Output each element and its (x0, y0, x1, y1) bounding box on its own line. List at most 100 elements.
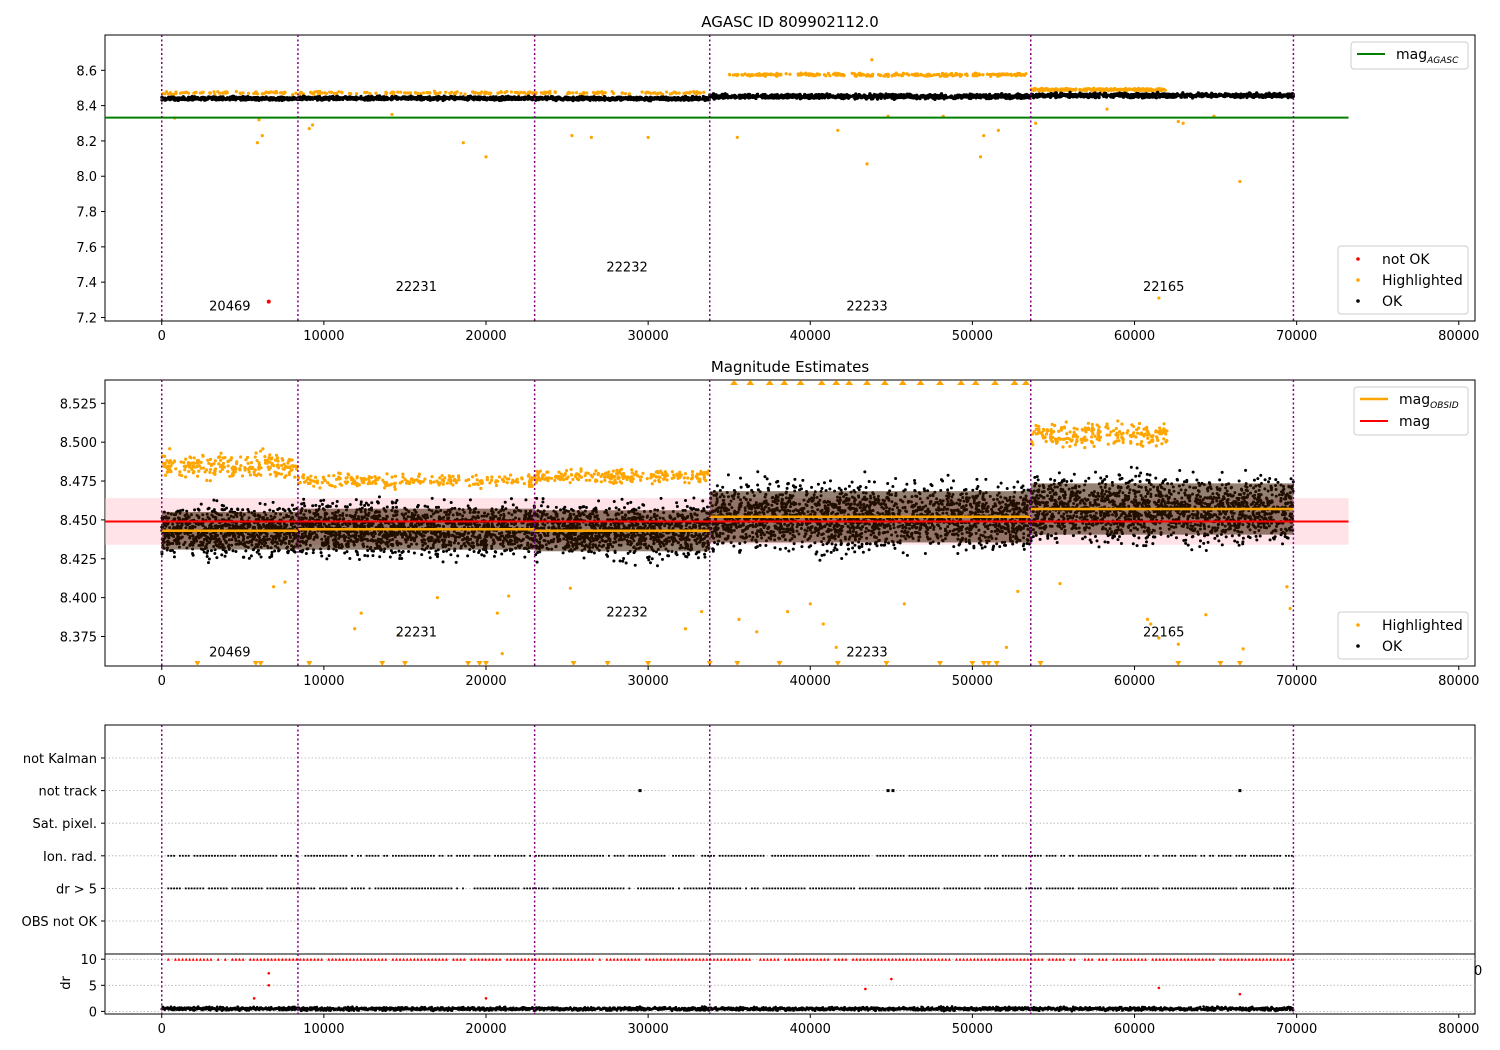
highlighted-point (377, 476, 381, 480)
highlighted-point (258, 449, 263, 453)
highlighted-point (490, 475, 494, 479)
highlighted-point (301, 476, 306, 480)
highlighted-point (208, 457, 213, 461)
highlighted-point (274, 90, 279, 95)
highlighted-point (682, 476, 686, 480)
ok-point (1195, 93, 1199, 97)
ok-point (733, 95, 737, 99)
ok-point (1056, 95, 1060, 99)
highlighted-point (186, 461, 190, 465)
ok-point (628, 96, 632, 100)
highlighted-point (771, 73, 776, 77)
ok-point (378, 95, 382, 99)
highlighted-point (796, 73, 801, 77)
ok-point (704, 98, 708, 102)
obsid-label: 22232 (606, 261, 647, 276)
highlighted-point (584, 478, 588, 482)
ok-point (453, 95, 457, 99)
ok-point (396, 97, 400, 101)
highlighted-point (479, 479, 484, 483)
ok-point (616, 97, 620, 101)
highlighted-point (234, 89, 238, 94)
ok-point (1258, 93, 1262, 97)
ok-point (425, 95, 430, 99)
ok-point (193, 97, 197, 101)
x-tick-label: 60000 (1114, 329, 1155, 344)
x-tick-label: 30000 (627, 329, 668, 344)
ok-point (1252, 93, 1256, 97)
ok-point (1084, 93, 1088, 97)
ok-point (868, 94, 872, 98)
ok-point (786, 95, 791, 99)
ok-point (1097, 94, 1101, 98)
ok-point (443, 97, 447, 101)
highlighted-point (1176, 119, 1180, 124)
highlighted-point (972, 74, 977, 78)
ok-point (1076, 93, 1080, 97)
highlighted-point (833, 71, 837, 75)
highlighted-point (332, 91, 337, 95)
ok-point (196, 96, 200, 100)
highlighted-point (257, 463, 262, 467)
ok-point (952, 96, 956, 101)
ok-point (941, 94, 946, 98)
highlighted-point (977, 73, 982, 77)
highlighted-point (240, 474, 245, 478)
highlighted-point (646, 135, 650, 139)
highlighted-point (661, 92, 665, 97)
highlighted-point (381, 478, 385, 482)
highlighted-point (1130, 87, 1134, 92)
highlighted-point (470, 475, 475, 479)
highlighted-point (266, 465, 270, 469)
ok-point (262, 97, 266, 101)
ok-point (254, 96, 258, 101)
highlighted-point (497, 475, 502, 479)
highlighted-point (253, 455, 257, 459)
ok-point (964, 93, 969, 97)
highlighted-point (219, 463, 224, 468)
highlighted-point (279, 472, 284, 476)
highlighted-point (249, 461, 254, 465)
legend-lines: magAGASC (1350, 41, 1469, 70)
highlighted-point (290, 464, 294, 468)
highlighted-point (620, 91, 624, 95)
ok-point (727, 94, 732, 99)
x-tick-label: 20000 (465, 329, 506, 344)
highlighted-point (735, 135, 739, 139)
highlighted-point (390, 475, 394, 479)
highlighted-point (727, 72, 732, 77)
highlighted-point (886, 72, 891, 77)
ok-point (921, 95, 925, 99)
highlighted-point (513, 90, 517, 94)
highlighted-point (255, 141, 260, 145)
ok-point (243, 95, 247, 99)
ok-point (822, 95, 826, 99)
ok-point (1037, 94, 1041, 99)
highlighted-point (282, 462, 286, 466)
highlighted-point (459, 91, 463, 96)
highlighted-point (409, 477, 414, 481)
ok-point (1010, 96, 1015, 100)
highlighted-point (799, 73, 803, 77)
highlighted-point (293, 464, 297, 468)
highlighted-point (813, 74, 817, 78)
highlighted-point (387, 483, 392, 487)
ok-point (1278, 91, 1282, 95)
highlighted-point (195, 459, 200, 463)
highlighted-point (769, 73, 773, 77)
highlighted-point (201, 90, 205, 94)
highlighted-point (996, 128, 1000, 132)
ok-point (207, 95, 211, 100)
highlighted-point (761, 73, 765, 77)
highlighted-point (315, 90, 320, 94)
highlighted-point (581, 92, 585, 96)
highlighted-point (205, 468, 209, 472)
highlighted-point (865, 162, 869, 166)
highlighted-point (222, 465, 226, 469)
highlighted-point (284, 465, 288, 469)
highlighted-point (274, 453, 279, 457)
y-tick-label: 8.2 (76, 135, 97, 150)
highlighted-point (219, 458, 223, 462)
highlighted-point (784, 72, 788, 76)
